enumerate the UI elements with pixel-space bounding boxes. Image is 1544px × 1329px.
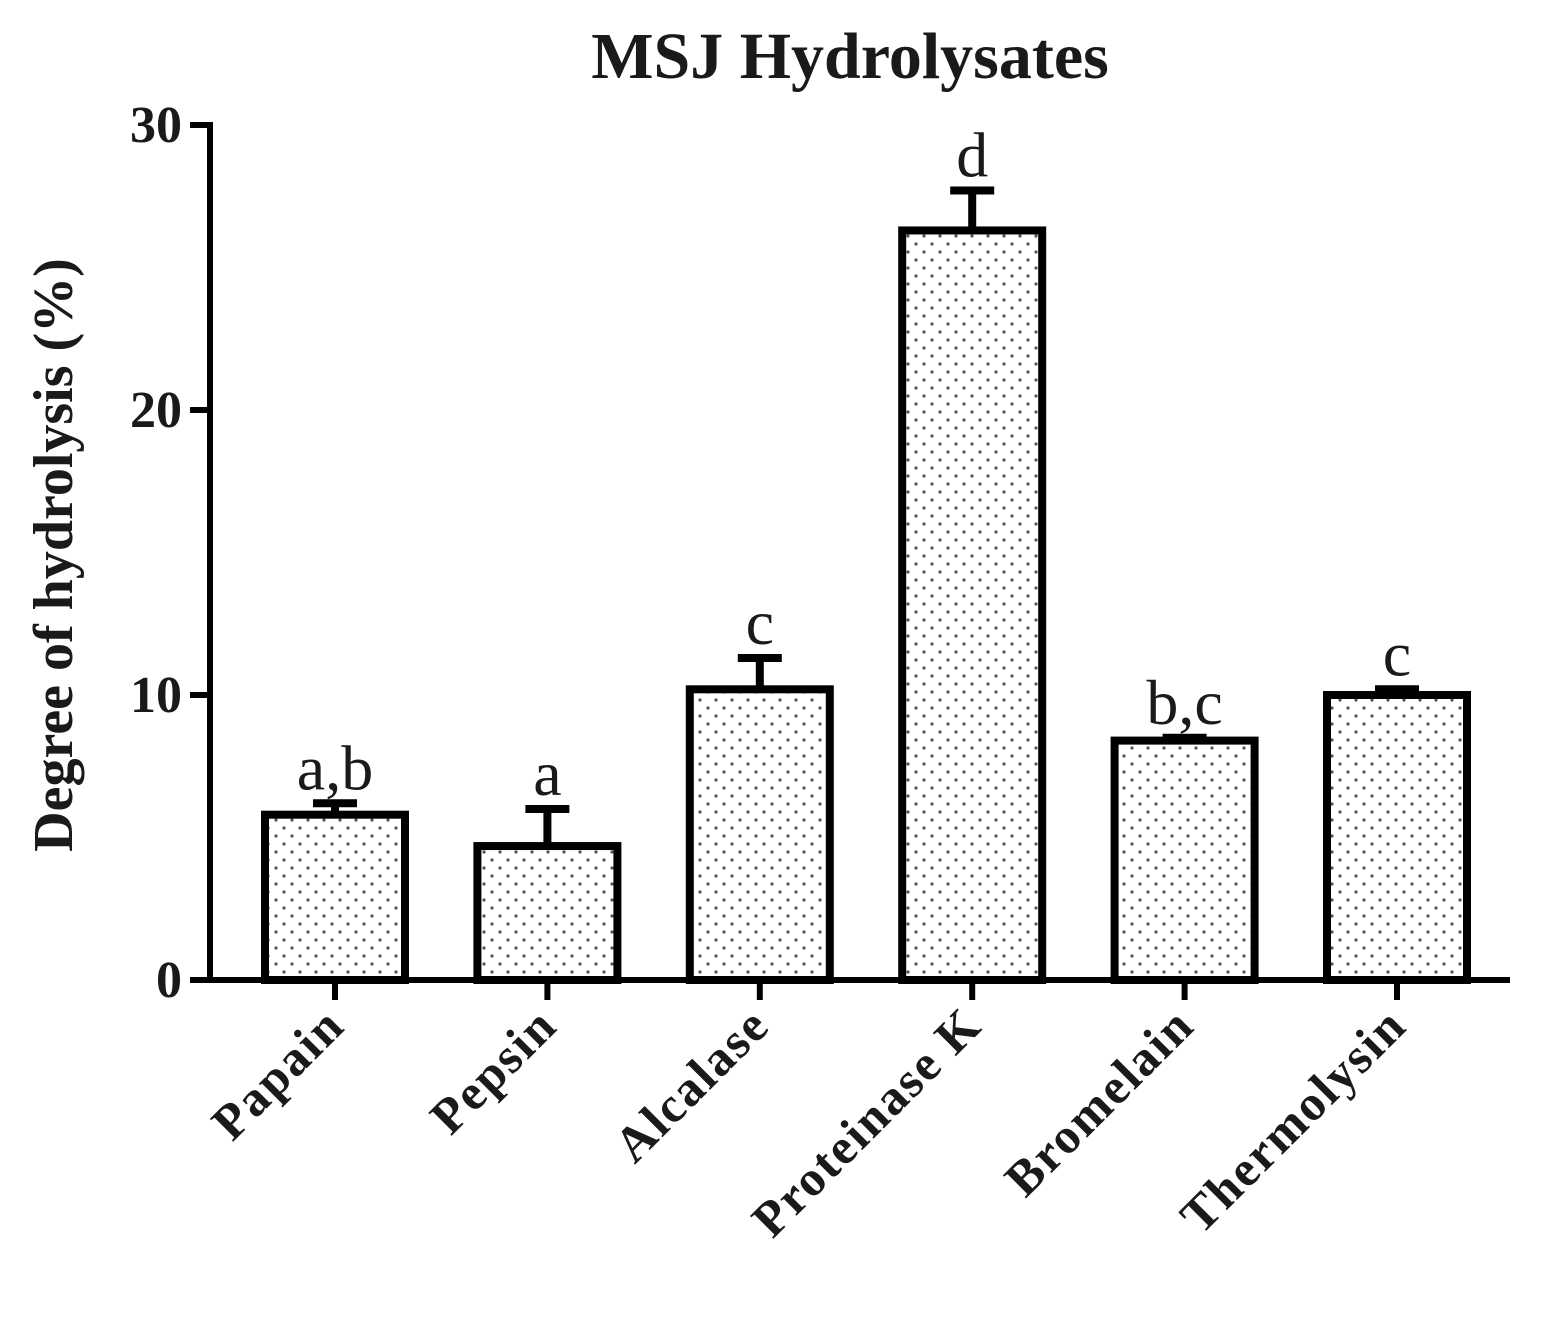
significance-label: c	[746, 587, 774, 658]
bar-alcalase	[685, 685, 834, 984]
significance-label: a,b	[297, 732, 373, 803]
significance-label: c	[1383, 618, 1411, 689]
bar-papain	[261, 810, 409, 985]
x-tick-label: Thermolysin	[1169, 996, 1417, 1244]
bar-proteinase-k	[898, 226, 1047, 984]
significance-label: d	[956, 120, 988, 191]
y-tick-label: 0	[156, 952, 182, 1009]
x-tick-label: Papain	[201, 996, 355, 1150]
x-tick-label: Bromelain	[994, 996, 1205, 1207]
y-tick-label: 30	[130, 97, 182, 154]
bar-pepsin	[473, 842, 622, 984]
significance-label: a	[533, 738, 561, 809]
x-tick-label: Proteinase K	[741, 996, 992, 1247]
y-axis-label: Degree of hydrolysis (%)	[23, 258, 85, 852]
chart-title: MSJ Hydrolysates	[591, 20, 1109, 93]
y-tick-label: 10	[130, 667, 182, 724]
y-tick-label: 20	[130, 382, 182, 439]
x-tick-label: Alcalase	[603, 996, 780, 1173]
bars: a,b a c d b,c c	[261, 120, 1471, 985]
significance-label: b,c	[1146, 667, 1222, 738]
y-axis: 0 10 20 30	[130, 97, 213, 1009]
bar-thermolysin	[1323, 691, 1471, 984]
bar-bromelain	[1110, 736, 1259, 984]
x-tick-label: Pepsin	[419, 996, 567, 1144]
